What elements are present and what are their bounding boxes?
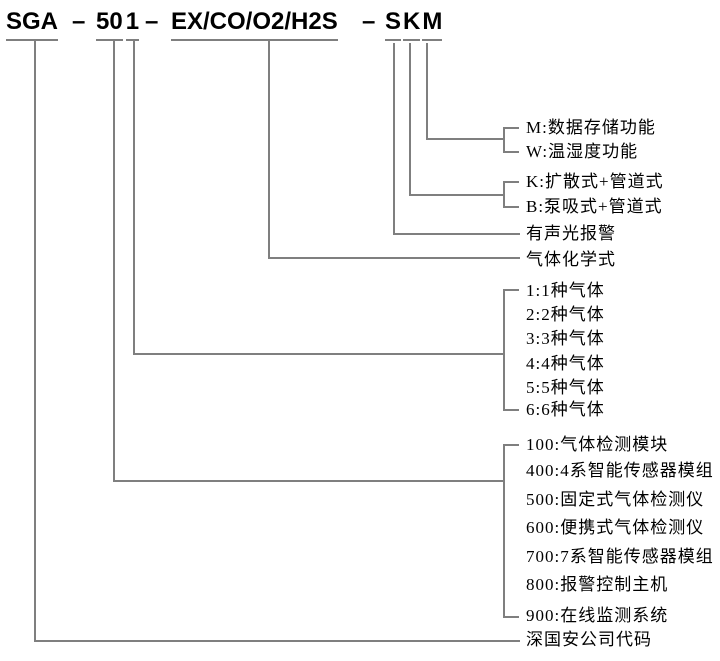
connector-sampling-vertical — [409, 43, 411, 196]
code-sampling: K — [403, 8, 421, 41]
code-separator-3: – — [362, 8, 376, 35]
label-gas-count-6: 6:6种气体 — [526, 400, 605, 419]
label-gas-count-2: 2:2种气体 — [526, 305, 605, 324]
bracket-function-vertical — [503, 127, 505, 153]
label-series-900: 900:在线监测系统 — [526, 606, 669, 625]
label-series-600: 600:便携式气体检测仪 — [526, 518, 705, 537]
code-suffix-group: S K M — [385, 8, 443, 41]
connector-function-horizontal — [426, 138, 505, 140]
bracket-series-vertical — [503, 444, 505, 618]
code-separator-2: – — [145, 8, 159, 35]
bracket-gas-count-tick-bottom — [503, 409, 519, 411]
connector-function-vertical — [426, 43, 428, 140]
code-series-group: 50 1 — [96, 8, 140, 41]
connector-gas-formula-vertical — [268, 41, 270, 259]
label-function-w: W:温湿度功能 — [526, 142, 639, 161]
bracket-series-tick-top — [503, 444, 519, 446]
bracket-gas-count-vertical — [503, 289, 505, 411]
bracket-series-tick-bottom — [503, 616, 519, 618]
connector-sampling-horizontal — [409, 194, 505, 196]
connector-company-horizontal — [34, 640, 520, 642]
label-sampling-b: B:泵吸式+管道式 — [526, 197, 663, 216]
bracket-gas-count-tick-top — [503, 289, 519, 291]
label-company: 深国安公司代码 — [526, 630, 652, 649]
connector-gas-count-horizontal — [133, 353, 505, 355]
label-gas-count-4: 4:4种气体 — [526, 354, 605, 373]
connector-alarm-vertical — [393, 43, 395, 235]
bracket-sampling-tick-top — [503, 181, 519, 183]
label-gas-formula: 气体化学式 — [526, 250, 616, 269]
label-gas-count-1: 1:1种气体 — [526, 281, 605, 300]
label-function-m: M:数据存储功能 — [526, 118, 656, 137]
code-function: M — [422, 8, 443, 41]
bracket-function-tick-top — [503, 127, 519, 129]
label-alarm: 有声光报警 — [526, 224, 616, 243]
label-series-800: 800:报警控制主机 — [526, 575, 669, 594]
connector-alarm-horizontal — [393, 233, 520, 235]
label-series-400: 400:4系智能传感器模组 — [526, 461, 714, 480]
code-series: 50 — [96, 8, 123, 41]
bracket-sampling-tick-bottom — [503, 206, 519, 208]
label-sampling-k: K:扩散式+管道式 — [526, 172, 664, 191]
code-gas-formula: EX/CO/O2/H2S — [171, 8, 338, 41]
code-separator-1: – — [72, 8, 86, 35]
code-gas-count: 1 — [125, 8, 140, 41]
label-series-700: 700:7系智能传感器模组 — [526, 547, 714, 566]
code-company: SGA — [6, 8, 59, 41]
connector-gas-formula-horizontal — [268, 257, 520, 259]
connector-company-vertical — [34, 41, 36, 642]
label-series-500: 500:固定式气体检测仪 — [526, 490, 705, 509]
label-gas-count-5: 5:5种气体 — [526, 378, 605, 397]
code-alarm: S — [385, 8, 402, 41]
bracket-function-tick-bottom — [503, 151, 519, 153]
connector-gas-count-vertical — [133, 41, 135, 355]
connector-series-vertical — [113, 41, 115, 482]
label-series-100: 100:气体检测模块 — [526, 435, 669, 454]
label-gas-count-3: 3:3种气体 — [526, 329, 605, 348]
connector-series-horizontal — [113, 480, 505, 482]
bracket-sampling-vertical — [503, 181, 505, 208]
